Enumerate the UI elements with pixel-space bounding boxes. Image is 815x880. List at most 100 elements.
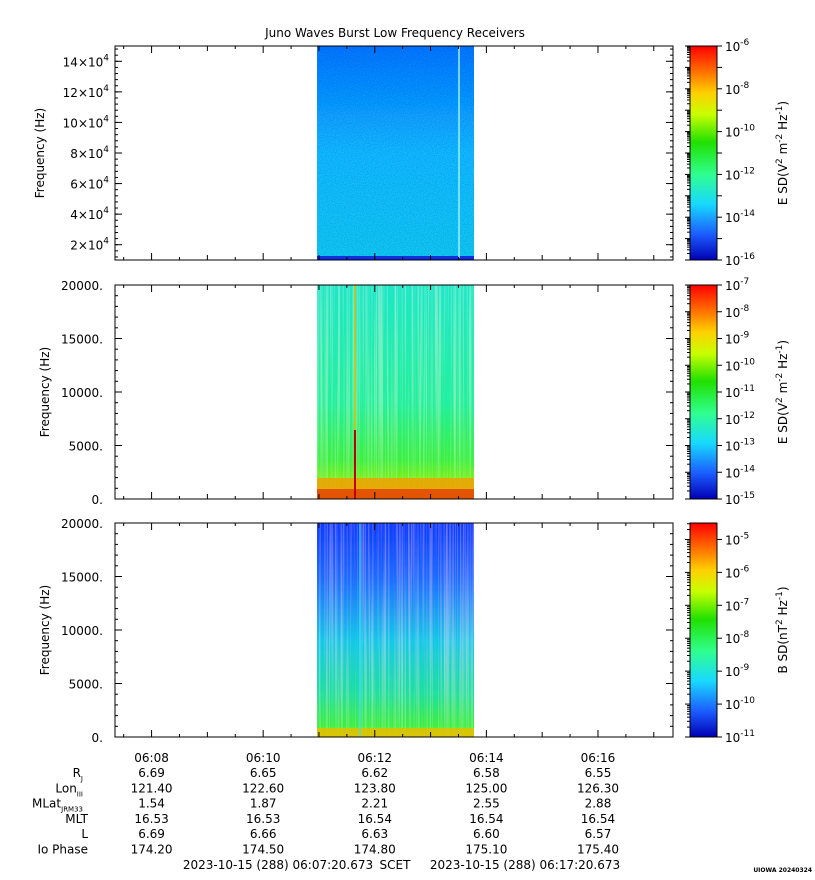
panel-top-ylabel: Frequency (Hz) [33, 108, 47, 199]
colorbar-tick-label: 10-14 [725, 209, 755, 225]
colorbar-tick-label: 10-7 [725, 277, 749, 293]
ephemeris-value: 175.10 [465, 843, 507, 857]
ephemeris-value: 16.54 [469, 812, 503, 826]
freq-tick-label: 14×104 [63, 53, 110, 69]
colorbar-top [689, 45, 718, 261]
panel-bottom-ticks: 0. 5000. 10000. 15000. 20000. [61, 517, 673, 745]
panel-top-noise-floor [317, 256, 474, 260]
ephemeris-value: 6.63 [361, 827, 388, 841]
ephemeris-value: 6.62 [361, 766, 388, 780]
colorbar-tick-label: 10-15 [725, 491, 755, 507]
ephemeris-value: 121.40 [131, 781, 173, 795]
ephemeris-value: 16.54 [358, 812, 392, 826]
freq-tick-label: 4×104 [70, 206, 109, 222]
panel-middle-ticks: 0. 5000. 10000. 15000. 20000. [61, 279, 673, 507]
colorbar-tick-label: 10-12 [725, 166, 755, 182]
ephemeris-value: 16.54 [581, 812, 615, 826]
panel-top-ticks: 2×104 4×104 6×104 8×104 10×104 12×104 14×104 [63, 46, 673, 260]
ephemeris-label: LonIII [55, 781, 83, 798]
freq-tick-label: 15000. [61, 333, 103, 347]
freq-tick-label: 5000. [69, 440, 103, 454]
time-tick-label: 06:14 [469, 751, 504, 765]
panel-middle-low-band-hot [317, 489, 474, 499]
ephemeris-value: 6.60 [473, 827, 500, 841]
colorbar-tick-label: 10-8 [725, 630, 750, 646]
colorbar-middle-label: E SD(V2 m-2 Hz-1) [775, 340, 790, 444]
colorbar-tick-label: 10-14 [725, 464, 755, 480]
freq-tick-label: 0. [92, 731, 103, 745]
freq-tick-label: 6×104 [70, 176, 109, 192]
freq-tick-label: 2×104 [70, 237, 109, 253]
colorbar-tick-label: 10-8 [725, 304, 750, 320]
colorbar-tick-label: 10-11 [725, 384, 755, 400]
panel-bottom-data [317, 523, 474, 737]
colorbar-tick-label: 10-7 [725, 597, 749, 613]
colorbar-bottom-ticks: 10-5 10-6 10-7 10-8 10-9 10-10 10-11 [685, 523, 755, 745]
freq-tick-label: 15000. [61, 571, 103, 585]
colorbar-middle [689, 284, 718, 500]
time-tick-label: 06:16 [581, 751, 616, 765]
freq-tick-label: 10000. [61, 386, 103, 400]
panel-middle-ylabel: Frequency (Hz) [38, 347, 52, 438]
colorbar-bottom [689, 522, 718, 738]
ephemeris-label: RJ [73, 766, 83, 783]
ephemeris-value: 174.20 [131, 843, 173, 857]
footer-start-time: 2023-10-15 (288) 06:07:20.673 [183, 858, 373, 872]
colorbar-tick-label: 10-13 [725, 438, 755, 454]
ephemeris-value: 6.65 [250, 766, 277, 780]
ephemeris-value: 175.40 [577, 843, 619, 857]
colorbar-tick-label: 10-10 [725, 124, 755, 140]
footer-end-time: 2023-10-15 (288) 06:17:20.673 [430, 858, 620, 872]
time-tick-label: 06:08 [134, 751, 169, 765]
ephemeris-value: 6.57 [585, 827, 612, 841]
colorbar-tick-label: 10-11 [725, 729, 755, 745]
ephemeris-value: 1.54 [138, 797, 165, 811]
colorbar-tick-label: 10-9 [725, 331, 750, 347]
panel-top-data [317, 46, 474, 260]
footer-coordinate: SCET [380, 858, 412, 872]
colorbar-tick-label: 10-8 [725, 81, 750, 97]
ephemeris-value: 174.50 [242, 843, 284, 857]
colorbar-tick-label: 10-6 [725, 564, 750, 580]
colorbar-middle-ticks: 10-7 10-8 10-9 10-10 10-11 10-12 10-13 10-14 10-… [685, 277, 755, 507]
ephemeris-value: 6.66 [250, 827, 277, 841]
panel-bottom-ylabel: Frequency (Hz) [38, 585, 52, 676]
time-axis-labels: 06:08 06:10 06:12 06:14 06:16 [134, 751, 615, 765]
panel-top: 2×104 4×104 6×104 8×104 10×104 12×104 14×104 F… [33, 38, 790, 268]
colorbar-top-label: E SD(V2 m-2 Hz-1) [775, 101, 790, 205]
colorbar-tick-label: 10-10 [725, 357, 755, 373]
colorbar-top-ticks: 10-6 10-8 10-10 10-12 10-14 10-16 [685, 38, 755, 268]
ephemeris-value: 6.69 [138, 827, 165, 841]
ephemeris-value: 1.87 [250, 797, 277, 811]
ephemeris-value: 6.58 [473, 766, 500, 780]
colorbar-tick-label: 10-16 [725, 252, 755, 268]
ephemeris-label: MLT [65, 812, 88, 826]
panel-middle-data [317, 285, 474, 499]
ephemeris-value: 6.55 [585, 766, 612, 780]
panel-bottom: 0. 5000. 10000. 15000. 20000. Frequency (Hz)… [38, 517, 790, 745]
ephemeris-value: 174.80 [354, 843, 396, 857]
ephemeris-value: 2.55 [473, 797, 500, 811]
footer-stamp: UIOWA 20240324 [753, 867, 812, 874]
freq-tick-label: 20000. [61, 279, 103, 293]
colorbar-tick-label: 10-6 [725, 38, 750, 54]
ephemeris-value: 125.00 [465, 781, 507, 795]
colorbar-tick-label: 10-9 [725, 663, 750, 679]
panel-bottom-low-band [317, 728, 474, 737]
freq-tick-label: 12×104 [63, 84, 110, 100]
freq-tick-label: 8×104 [70, 145, 109, 161]
chart-title: Juno Waves Burst Low Frequency Receivers [264, 26, 525, 40]
ephemeris-value: 2.88 [585, 797, 612, 811]
panel-middle: 0. 5000. 10000. 15000. 20000. Frequency (Hz)… [38, 277, 790, 507]
freq-tick-label: 5000. [69, 678, 103, 692]
freq-tick-label: 0. [92, 493, 103, 507]
freq-tick-label: 10000. [61, 624, 103, 638]
colorbar-bottom-label: B SD(nT2 Hz-1) [775, 586, 790, 673]
colorbar-tick-label: 10-12 [725, 411, 755, 427]
colorbar-tick-label: 10-10 [725, 696, 755, 712]
time-tick-label: 06:10 [246, 751, 281, 765]
ephemeris-value: 6.69 [138, 766, 165, 780]
time-tick-label: 06:12 [357, 751, 392, 765]
ephemeris-label: Io Phase [37, 843, 88, 857]
